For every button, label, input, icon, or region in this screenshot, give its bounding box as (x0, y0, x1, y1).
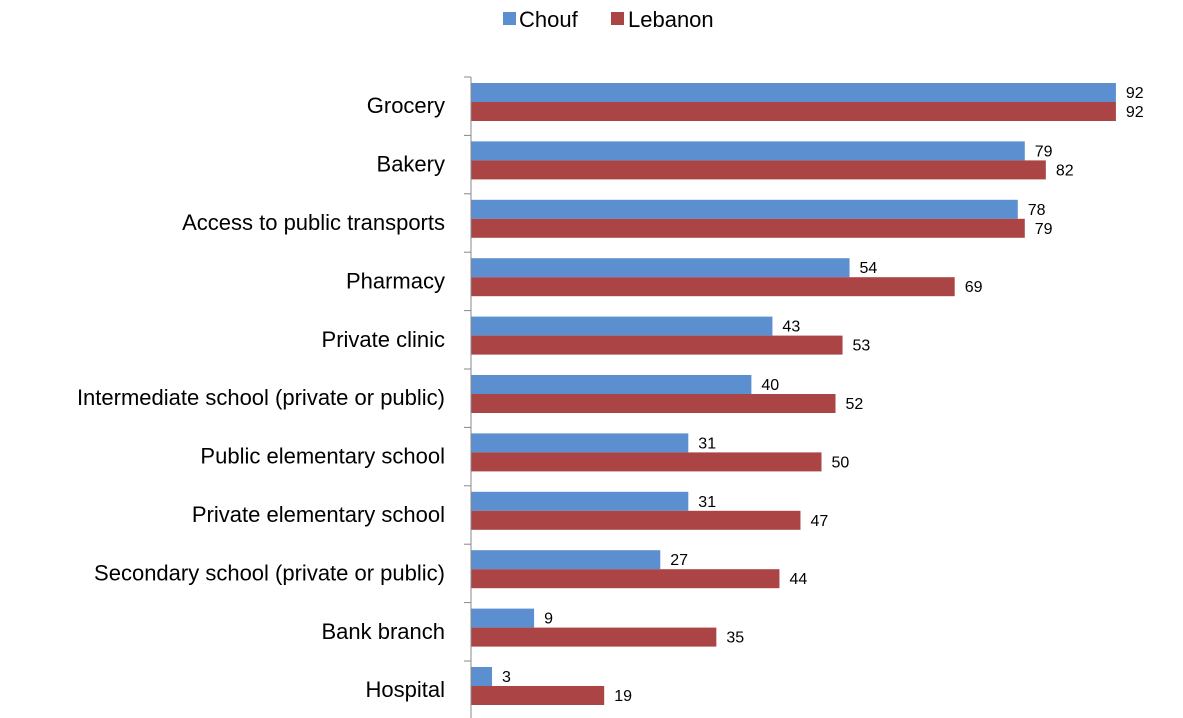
category-label-private-clinic: Private clinic (322, 327, 445, 352)
bar-chouf-secondary-school-private-or-public (471, 550, 661, 570)
bar-lebanon-pharmacy (471, 277, 955, 297)
data-label-lebanon-access-to-public-transports: 79 (1035, 221, 1053, 238)
y-axis (464, 76, 472, 718)
data-label-chouf-bank-branch: 9 (544, 611, 553, 628)
bar-lebanon-private-elementary-school (471, 510, 801, 530)
legend: Chouf Lebanon (503, 7, 714, 32)
bar-lebanon-access-to-public-transports (471, 218, 1025, 238)
category-label-bakery: Bakery (377, 152, 445, 177)
bar-chouf-access-to-public-transports (471, 199, 1018, 219)
data-label-chouf-private-clinic: 43 (782, 319, 800, 336)
data-label-chouf-grocery: 92 (1126, 85, 1144, 102)
data-label-lebanon-private-clinic: 53 (853, 338, 871, 355)
bar-lebanon-hospital (471, 686, 605, 705)
bar-chouf-bakery (471, 141, 1025, 161)
data-label-lebanon-bakery: 82 (1056, 162, 1074, 179)
category-label-secondary-school-private-or-public: Secondary school (private or public) (94, 560, 445, 585)
category-label-public-elementary-school: Public elementary school (200, 444, 445, 469)
bar-lebanon-bakery (471, 160, 1046, 180)
data-label-chouf-hospital: 3 (502, 669, 511, 686)
bar-chouf-public-elementary-school (471, 433, 689, 453)
bars (471, 83, 1116, 705)
category-label-private-elementary-school: Private elementary school (192, 502, 445, 527)
data-label-lebanon-bank-branch: 35 (726, 630, 744, 647)
data-labels: 9292798278795469435340523150314727449353… (502, 85, 1144, 705)
data-label-chouf-secondary-school-private-or-public: 27 (670, 552, 688, 569)
data-label-lebanon-intermediate-school-private-or-public: 52 (846, 396, 864, 413)
data-label-chouf-private-elementary-school: 31 (698, 494, 716, 511)
data-label-lebanon-public-elementary-school: 50 (832, 454, 850, 471)
bar-chouf-private-clinic (471, 316, 773, 336)
legend-swatch-chouf (503, 12, 516, 25)
category-label-access-to-public-transports: Access to public transports (182, 210, 445, 235)
bar-lebanon-secondary-school-private-or-public (471, 569, 780, 589)
bar-chouf-intermediate-school-private-or-public (471, 375, 752, 394)
bar-chouf-bank-branch (471, 608, 535, 628)
bar-lebanon-grocery (471, 102, 1116, 121)
legend-label-chouf: Chouf (519, 7, 579, 32)
data-label-lebanon-grocery: 92 (1126, 104, 1144, 121)
bar-chouf-pharmacy (471, 258, 850, 278)
category-label-intermediate-school-private-or-public: Intermediate school (private or public) (77, 385, 445, 410)
data-label-lebanon-pharmacy: 69 (965, 279, 983, 296)
category-label-bank-branch: Bank branch (321, 619, 445, 644)
bar-chouf-hospital (471, 667, 493, 686)
category-label-grocery: Grocery (367, 93, 445, 118)
data-label-chouf-access-to-public-transports: 78 (1028, 202, 1046, 219)
data-label-chouf-pharmacy: 54 (860, 260, 878, 277)
category-label-hospital: Hospital (366, 677, 445, 702)
category-label-pharmacy: Pharmacy (346, 268, 445, 293)
data-label-lebanon-private-elementary-school: 47 (810, 513, 828, 530)
data-label-lebanon-secondary-school-private-or-public: 44 (789, 571, 807, 588)
legend-label-lebanon: Lebanon (628, 7, 714, 32)
bar-chouf-private-elementary-school (471, 491, 689, 511)
bar-lebanon-public-elementary-school (471, 452, 822, 472)
bar-lebanon-intermediate-school-private-or-public (471, 394, 836, 413)
data-label-chouf-bakery: 79 (1035, 143, 1053, 160)
data-label-chouf-intermediate-school-private-or-public: 40 (761, 377, 779, 394)
data-label-chouf-public-elementary-school: 31 (698, 435, 716, 452)
category-labels: Grocery Bakery Access to public transports… (77, 93, 445, 702)
bar-lebanon-private-clinic (471, 335, 843, 355)
legend-swatch-lebanon (611, 12, 624, 25)
bar-chouf-grocery (471, 83, 1116, 102)
bar-lebanon-bank-branch (471, 627, 717, 647)
data-label-lebanon-hospital: 19 (614, 688, 632, 705)
